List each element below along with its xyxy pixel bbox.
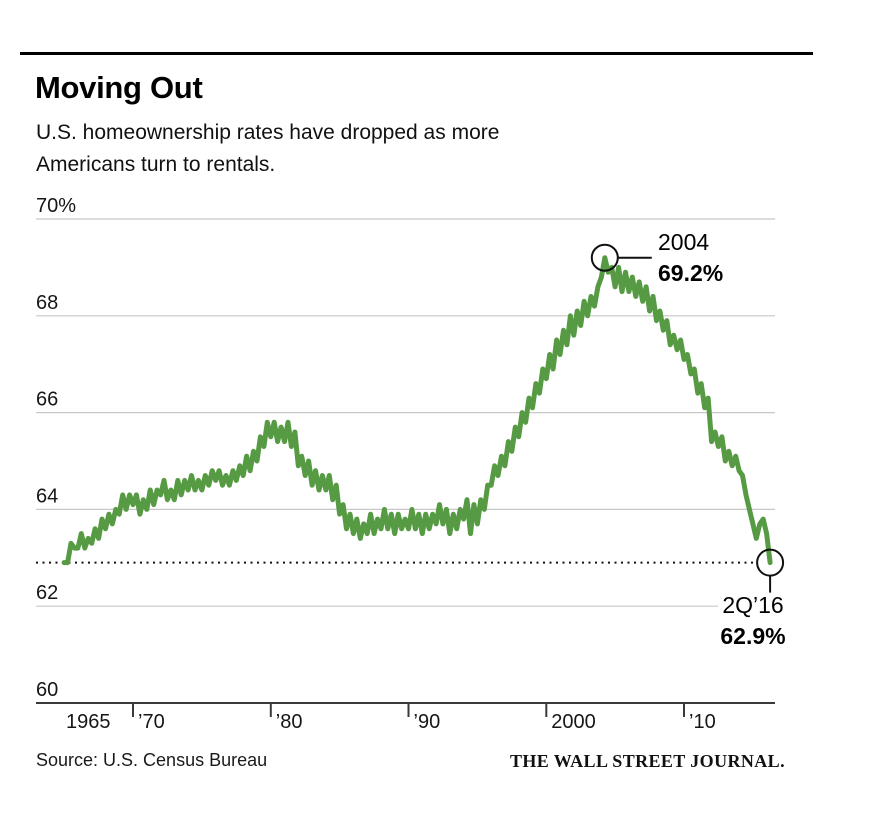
peak-annotation: 2004 69.2% [658, 229, 723, 287]
chart-subtitle: U.S. homeownership rates have dropped as… [36, 121, 500, 176]
peak-marker-circle [590, 243, 619, 272]
y-tick-label: 70% [36, 195, 76, 217]
x-tick-label: ’80 [276, 711, 303, 733]
y-tick-label: 68 [36, 292, 58, 314]
x-tick-label: ’70 [138, 711, 165, 733]
x-first-label: 1965 [66, 711, 111, 733]
latest-annotation-quarter: 2Q’16 [722, 592, 784, 618]
peak-annotation-year: 2004 [658, 229, 710, 255]
latest-annotation-value: 62.9% [720, 623, 786, 649]
latest-marker-circle [756, 548, 785, 577]
y-tick-label: 66 [36, 389, 58, 411]
y-tick-label: 60 [36, 679, 58, 701]
x-tick-label: ’10 [689, 711, 716, 733]
homeownership-series-line [61, 255, 773, 566]
chart-title: Moving Out [35, 70, 203, 105]
y-tick-label: 64 [36, 485, 58, 507]
x-tick-label: 2000 [551, 711, 596, 733]
top-rule [20, 52, 813, 55]
x-tick-label: ’90 [414, 711, 441, 733]
wsj-brand: THE WALL STREET JOURNAL. [509, 751, 785, 771]
peak-annotation-value: 69.2% [658, 260, 724, 286]
y-tick-label: 62 [36, 582, 58, 604]
source-note: Source: U.S. Census Bureau [36, 750, 268, 770]
latest-annotation: 2Q’16 62.9% [688, 592, 818, 650]
